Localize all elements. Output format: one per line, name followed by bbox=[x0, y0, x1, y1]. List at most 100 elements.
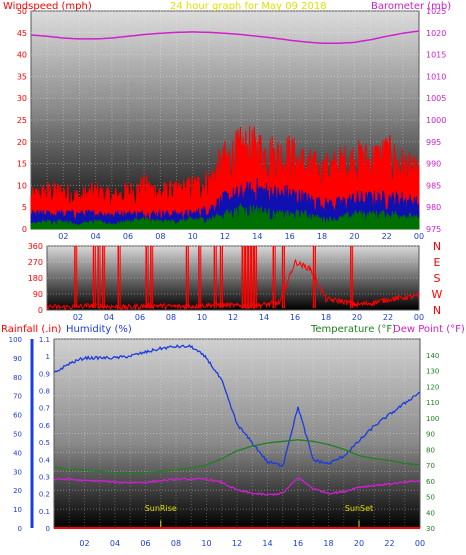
panel3-background bbox=[53, 338, 421, 529]
x-tick-label: 08 bbox=[171, 539, 181, 548]
windspeed-tick-label: 40 bbox=[17, 51, 27, 60]
panel1-ticks: 0510152025303540455097598098599099510001… bbox=[17, 7, 447, 241]
x-tick-label: 20 bbox=[354, 539, 364, 548]
temperature-line bbox=[53, 439, 421, 474]
rainfall-tick-label: 0.6 bbox=[39, 422, 51, 430]
temperature-tick-label: 140 bbox=[426, 352, 439, 360]
x-tick-label: 10 bbox=[201, 539, 211, 548]
wind-avg-area bbox=[30, 202, 420, 230]
x-tick-label: 12 bbox=[228, 313, 238, 322]
rainfall-tick-label: 0.1 bbox=[39, 508, 50, 516]
x-tick-label: 10 bbox=[188, 232, 198, 241]
wind-direction-line bbox=[46, 258, 420, 311]
compass-label: W bbox=[432, 288, 443, 301]
windspeed-axis-label: Windspeed (mph) bbox=[3, 1, 92, 12]
panel2-series bbox=[46, 246, 420, 311]
x-tick-label: 10 bbox=[197, 313, 207, 322]
x-tick-label: 20 bbox=[349, 232, 359, 241]
windspeed-tick-label: 15 bbox=[17, 160, 27, 169]
humidity-axis-label: Humidity (%) bbox=[66, 324, 132, 335]
barometer-tick-label: 1000 bbox=[426, 116, 446, 125]
temperature-tick-label: 60 bbox=[426, 478, 435, 486]
rainfall-tick-label: 0.8 bbox=[39, 388, 50, 396]
x-tick-label: 14 bbox=[262, 539, 272, 548]
sun-annotation: SunSet bbox=[345, 504, 373, 513]
compass-label: N bbox=[433, 240, 441, 253]
temperature-tick-label: 50 bbox=[426, 494, 435, 502]
barometer-axis-label: Barometer (mb) bbox=[371, 1, 451, 12]
x-tick-label: 18 bbox=[323, 539, 333, 548]
humidity-tick-label: 60 bbox=[13, 412, 22, 420]
windspeed-tick-label: 0 bbox=[22, 225, 27, 234]
barometer-tick-label: 1005 bbox=[426, 94, 446, 103]
windspeed-tick-label: 30 bbox=[17, 94, 27, 103]
x-tick-label: 14 bbox=[252, 232, 262, 241]
temperature-tick-label: 100 bbox=[426, 415, 439, 423]
barometer-tick-label: 985 bbox=[426, 181, 441, 190]
windspeed-tick-label: 35 bbox=[17, 72, 27, 81]
x-tick-label: 06 bbox=[140, 539, 150, 548]
x-tick-label: 02 bbox=[58, 232, 68, 241]
rainfall-tick-label: 0.3 bbox=[39, 473, 50, 481]
barometer-tick-label: 995 bbox=[426, 138, 441, 147]
chart-title: 24 hour graph for May 09 2018 bbox=[170, 1, 327, 12]
barometer-tick-label: 1025 bbox=[426, 7, 446, 16]
panel3-grid bbox=[30, 338, 420, 528]
windspeed-tick-label: 10 bbox=[17, 181, 27, 190]
x-tick-label: 14 bbox=[259, 313, 269, 322]
panel1-grid bbox=[31, 10, 419, 229]
barometer-tick-label: 1015 bbox=[426, 51, 446, 60]
rainfall-tick-label: 1 bbox=[46, 353, 50, 361]
temperature-tick-label: 90 bbox=[426, 431, 435, 439]
x-tick-label: 00 bbox=[415, 539, 425, 548]
x-tick-label: 20 bbox=[352, 313, 362, 322]
humidity-tick-label: 100 bbox=[9, 336, 22, 344]
rainfall-tick-label: 0.2 bbox=[39, 491, 50, 499]
x-tick-label: 04 bbox=[110, 539, 120, 548]
wind-barometer-panel: 0510152025303540455097598098599099510001… bbox=[3, 1, 451, 241]
humidity-tick-label: 40 bbox=[13, 449, 22, 457]
humidity-line bbox=[53, 344, 421, 467]
x-tick-label: 00 bbox=[414, 232, 424, 241]
x-tick-label: 08 bbox=[155, 232, 165, 241]
sun-annotation: SunRise bbox=[145, 504, 177, 513]
x-tick-label: 06 bbox=[135, 313, 145, 322]
rainfall-tick-label: 0.7 bbox=[39, 405, 50, 413]
direction-tick-label: 90 bbox=[33, 290, 43, 299]
x-tick-label: 02 bbox=[73, 313, 83, 322]
dew-point-line bbox=[53, 477, 421, 497]
windspeed-tick-label: 50 bbox=[17, 7, 27, 16]
humidity-tick-label: 10 bbox=[13, 506, 22, 514]
humidity-tick-label: 70 bbox=[13, 393, 22, 401]
rainfall-tick-label: 0.5 bbox=[39, 439, 50, 447]
x-tick-label: 00 bbox=[414, 313, 424, 322]
compass-label: E bbox=[434, 256, 441, 269]
rainfall-tick-label: 0.9 bbox=[39, 370, 50, 378]
x-tick-label: 22 bbox=[384, 539, 394, 548]
temperature-tick-label: 40 bbox=[426, 509, 435, 517]
barometer-tick-label: 1010 bbox=[426, 72, 446, 81]
rainfall-tick-label: 0.4 bbox=[39, 456, 51, 464]
compass-label: N bbox=[433, 304, 441, 317]
temperature-tick-label: 70 bbox=[426, 462, 435, 470]
direction-tick-label: 360 bbox=[28, 242, 43, 251]
direction-tick-label: 180 bbox=[28, 274, 43, 283]
x-tick-label: 16 bbox=[293, 539, 303, 548]
x-tick-label: 22 bbox=[382, 232, 392, 241]
wind-gust-area bbox=[30, 125, 420, 230]
barometer-line bbox=[30, 30, 420, 45]
rainfall-tick-label: 0 bbox=[46, 525, 50, 533]
x-tick-label: 18 bbox=[321, 313, 331, 322]
rainfall-tick-label: 1.1 bbox=[39, 336, 50, 344]
x-tick-label: 08 bbox=[166, 313, 176, 322]
humidity-tick-label: 90 bbox=[13, 355, 22, 363]
panel2-grid bbox=[47, 245, 419, 295]
windspeed-tick-label: 5 bbox=[22, 203, 27, 212]
humidity-tick-label: 80 bbox=[13, 374, 22, 382]
temperature-humidity-panel: 0 10 20 30 40 50 60 70 80 90 10 00 0.1 0.2 0.3 0.4 0.5 0.… bbox=[1, 324, 465, 548]
x-tick-label: 18 bbox=[317, 232, 327, 241]
panel3-ticks: 0 10 20 30 40 50 60 70 80 90 10 00 0.1 0.2 0.3 0.4 0.5 0.… bbox=[9, 336, 440, 548]
temperature-tick-label: 30 bbox=[426, 525, 435, 533]
